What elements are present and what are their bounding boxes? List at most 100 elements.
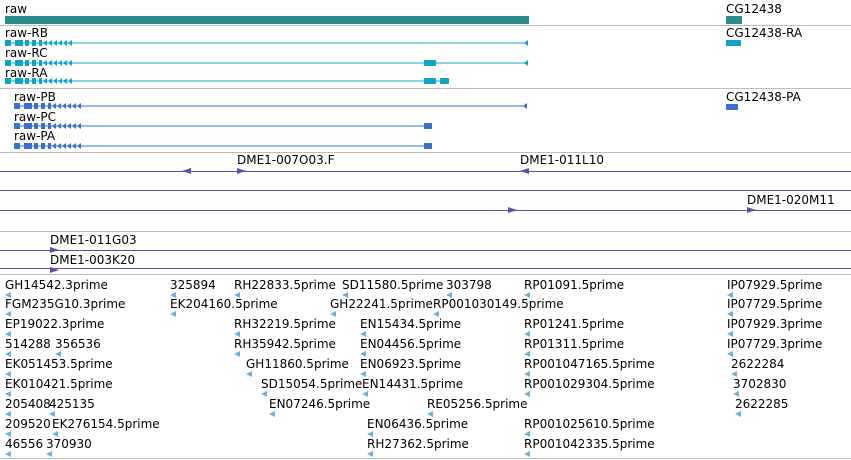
est-label[interactable]: EK051453.5prime (5, 357, 113, 371)
transcript-model-raw-rb[interactable] (5, 40, 528, 46)
est-mark[interactable] (5, 431, 11, 437)
est-mark[interactable] (55, 351, 61, 357)
clone-end-mark[interactable] (747, 207, 756, 213)
est-mark[interactable] (330, 311, 336, 317)
est-mark[interactable] (46, 451, 52, 457)
est-label[interactable]: 209520 (5, 417, 51, 431)
est-label[interactable]: 303798 (446, 278, 492, 292)
transcript-label-cg12438-ra[interactable]: CG12438-RA (726, 26, 803, 40)
clone-end-mark[interactable] (520, 168, 529, 174)
est-label[interactable]: RP01091.5prime (524, 278, 624, 292)
est-mark[interactable] (427, 411, 433, 417)
est-mark[interactable] (360, 351, 366, 357)
est-label[interactable]: RH22833.5prime (234, 278, 336, 292)
est-label[interactable]: IP07929.5prime (727, 278, 822, 292)
est-label[interactable]: EK276154.5prime (52, 417, 160, 431)
est-label[interactable]: 356536 (55, 337, 101, 351)
est-label[interactable]: EN07246.5prime (269, 397, 370, 411)
est-label[interactable]: RP01311.5prime (524, 337, 624, 351)
est-mark[interactable] (5, 451, 11, 457)
clone-end-mark[interactable] (50, 247, 59, 253)
est-label[interactable]: RP01241.5prime (524, 317, 624, 331)
est-label[interactable]: 514288 (5, 337, 51, 351)
protein-model-raw-pa[interactable] (14, 143, 432, 149)
est-label[interactable]: 2622285 (735, 397, 788, 411)
transcript-model-cg12438-ra[interactable] (726, 40, 741, 46)
gene-label-raw[interactable]: raw (5, 2, 27, 16)
est-label[interactable]: GH11860.5prime (246, 357, 349, 371)
est-label[interactable]: RH32219.5prime (234, 317, 336, 331)
clone-end-mark[interactable] (50, 267, 59, 273)
clone-label-dme1-011l10[interactable]: DME1-011L10 (520, 153, 604, 167)
est-label[interactable]: SD11580.5prime (342, 278, 443, 292)
clone-label-dme1-007o03f[interactable]: DME1-007O03.F (237, 153, 335, 167)
est-label[interactable]: IP07929.3prime (727, 317, 822, 331)
protein-label-raw-pc[interactable]: raw-PC (14, 110, 56, 124)
est-mark[interactable] (170, 311, 176, 317)
est-mark[interactable] (360, 331, 366, 337)
clone-end-mark[interactable] (182, 168, 191, 174)
est-mark[interactable] (360, 371, 366, 377)
est-mark[interactable] (367, 431, 373, 437)
protein-label-raw-pa[interactable]: raw-PA (14, 129, 56, 143)
est-mark[interactable] (170, 292, 176, 298)
protein-model-raw-pb[interactable] (14, 103, 527, 109)
est-mark[interactable] (524, 431, 530, 437)
est-label[interactable]: 370930 (46, 437, 92, 451)
clone-end-mark[interactable] (237, 168, 246, 174)
est-mark[interactable] (234, 351, 240, 357)
est-label[interactable]: 425135 (49, 397, 95, 411)
est-mark[interactable] (524, 451, 530, 457)
est-label[interactable]: EK204160.5prime (170, 297, 278, 311)
est-label[interactable]: EN15434.5prime (360, 317, 461, 331)
protein-label-raw-pb[interactable]: raw-PB (14, 90, 56, 104)
est-mark[interactable] (433, 311, 439, 317)
est-label[interactable]: RE05256.5prime (427, 397, 528, 411)
est-label[interactable]: RH35942.5prime (234, 337, 336, 351)
est-label[interactable]: RP001029304.5prime (524, 377, 655, 391)
est-mark[interactable] (731, 371, 737, 377)
est-label[interactable]: EP19022.3prime (5, 317, 104, 331)
est-mark[interactable] (5, 331, 11, 337)
est-mark[interactable] (5, 292, 11, 298)
est-label[interactable]: RP001030149.5prime (433, 297, 564, 311)
est-label[interactable]: EN06436.5prime (367, 417, 468, 431)
est-label[interactable]: RP001042335.5prime (524, 437, 655, 451)
transcript-label-raw-ra[interactable]: raw-RA (5, 66, 48, 80)
est-mark[interactable] (5, 391, 11, 397)
transcript-label-raw-rb[interactable]: raw-RB (5, 26, 48, 40)
est-label[interactable]: 2622284 (731, 357, 784, 371)
est-label[interactable]: RP001047165.5prime (524, 357, 655, 371)
est-label[interactable]: RP001025610.5prime (524, 417, 655, 431)
est-label[interactable]: EN04456.5prime (360, 337, 461, 351)
est-mark[interactable] (261, 391, 267, 397)
est-label[interactable]: FGM235G10.3prime (5, 297, 125, 311)
est-label[interactable]: RH27362.5prime (367, 437, 469, 451)
transcript-label-raw-rc[interactable]: raw-RC (5, 46, 48, 60)
clone-label-dme1-003k20[interactable]: DME1-003K20 (50, 253, 135, 267)
clone-end-mark[interactable] (508, 207, 517, 213)
est-mark[interactable] (234, 292, 240, 298)
gene-label-cg12438[interactable]: CG12438 (726, 2, 782, 16)
est-mark[interactable] (524, 331, 530, 337)
est-mark[interactable] (524, 391, 530, 397)
est-mark[interactable] (446, 292, 452, 298)
est-mark[interactable] (367, 451, 373, 457)
protein-model-raw-pc[interactable] (14, 123, 432, 129)
est-mark[interactable] (5, 311, 11, 317)
est-mark[interactable] (524, 371, 530, 377)
est-label[interactable]: EN06923.5prime (360, 357, 461, 371)
est-mark[interactable] (362, 391, 368, 397)
est-mark[interactable] (727, 311, 733, 317)
transcript-model-raw-ra[interactable] (5, 78, 449, 84)
est-label[interactable]: 325894 (170, 278, 216, 292)
est-mark[interactable] (735, 411, 741, 417)
est-mark[interactable] (5, 411, 11, 417)
est-mark[interactable] (733, 391, 739, 397)
protein-model-cg12438-pa[interactable] (726, 104, 738, 110)
clone-label-dme1-020m11[interactable]: DME1-020M11 (747, 193, 835, 207)
est-mark[interactable] (727, 292, 733, 298)
protein-label-cg12438-pa[interactable]: CG12438-PA (726, 90, 802, 104)
est-label[interactable]: IP07729.5prime (727, 297, 822, 311)
gene-bar-cg12438[interactable] (726, 16, 742, 24)
